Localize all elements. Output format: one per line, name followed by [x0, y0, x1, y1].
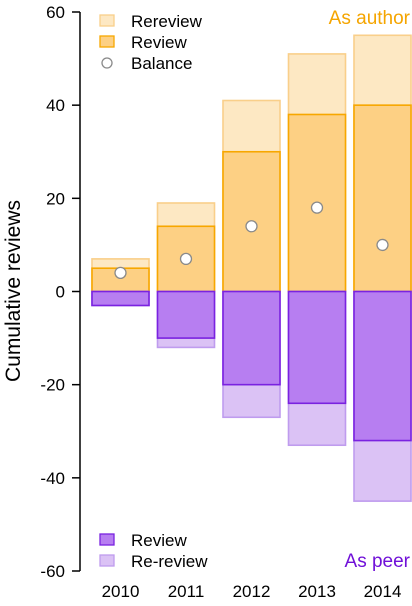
- bar-peer-review-2014: [353, 290, 412, 442]
- legend-label: Balance: [131, 54, 192, 73]
- balance-point-2012: [245, 220, 258, 233]
- x-tick-label: 2014: [364, 582, 402, 601]
- legend-label: Re-review: [131, 552, 208, 571]
- y-tick-label: 40: [46, 96, 65, 115]
- balance-point-2013: [310, 201, 324, 214]
- x-axis: 2010 2011 2012 2013 2014: [102, 582, 402, 601]
- author-group-label: As author: [329, 8, 411, 29]
- x-tick-label: 2010: [102, 582, 140, 601]
- x-tick-label: 2013: [298, 582, 336, 601]
- balance-point-2014: [376, 238, 389, 252]
- x-tick-label: 2011: [168, 582, 205, 601]
- balance-points-layer: [114, 201, 389, 280]
- balance-point-2010: [114, 266, 127, 280]
- bar-peer-review-2011: [156, 290, 216, 339]
- legend-swatch-peer-rereview: [99, 554, 115, 567]
- balance-point-2011: [179, 252, 193, 266]
- y-axis: 60 40 20 0 -20 -40 -60: [40, 3, 81, 581]
- x-tick-label: 2012: [233, 582, 271, 601]
- y-axis-label: Cumulative reviews: [2, 200, 25, 382]
- bars-layer: [91, 34, 412, 502]
- y-tick-label: 0: [56, 283, 65, 302]
- legend-swatch-author-review: [99, 35, 115, 48]
- legend-marker-balance: [101, 57, 113, 69]
- peer-group-label: As peer: [345, 551, 411, 572]
- y-tick-label: -60: [40, 562, 65, 581]
- y-tick-label: 60: [46, 3, 65, 22]
- legend-swatch-author-rereview: [99, 14, 115, 27]
- legend-label: Review: [131, 33, 187, 52]
- y-tick-label: -40: [40, 469, 65, 488]
- legend-peer: Review Re-review: [99, 531, 208, 571]
- bar-peer-review-2013: [287, 290, 347, 405]
- legend-swatch-peer-review: [99, 533, 115, 546]
- y-tick-label: -20: [40, 376, 65, 395]
- y-tick-label: 20: [46, 189, 65, 208]
- legend-label: Review: [131, 531, 187, 550]
- bar-peer-review-2010: [91, 290, 150, 307]
- bar-peer-review-2012: [222, 290, 281, 386]
- legend-label: Rereview: [131, 12, 203, 31]
- legend-author: Rereview Review Balance: [99, 12, 203, 73]
- bar-author-review-2014: [353, 104, 412, 293]
